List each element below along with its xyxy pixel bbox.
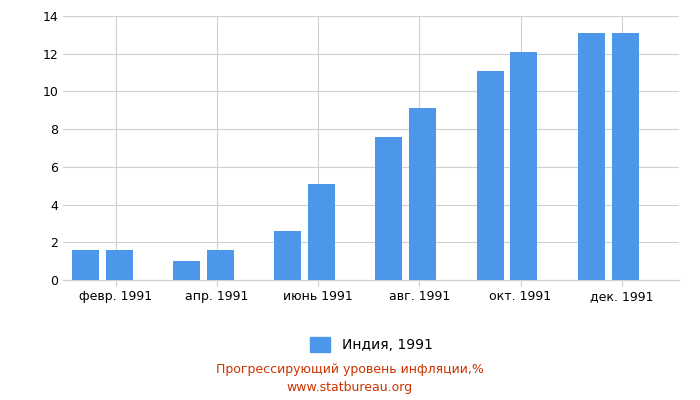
Bar [207,250,234,280]
Text: Прогрессирующий уровень инфляции,%: Прогрессирующий уровень инфляции,% [216,364,484,376]
Bar [612,33,638,280]
Bar [477,71,503,280]
Legend: Индия, 1991: Индия, 1991 [304,332,438,358]
Bar [274,231,301,280]
Bar [510,52,538,280]
Bar [106,250,133,280]
Bar [173,261,200,280]
Bar [410,108,436,280]
Bar [578,33,605,280]
Bar [308,184,335,280]
Text: www.statbureau.org: www.statbureau.org [287,382,413,394]
Bar [375,137,402,280]
Bar [72,250,99,280]
